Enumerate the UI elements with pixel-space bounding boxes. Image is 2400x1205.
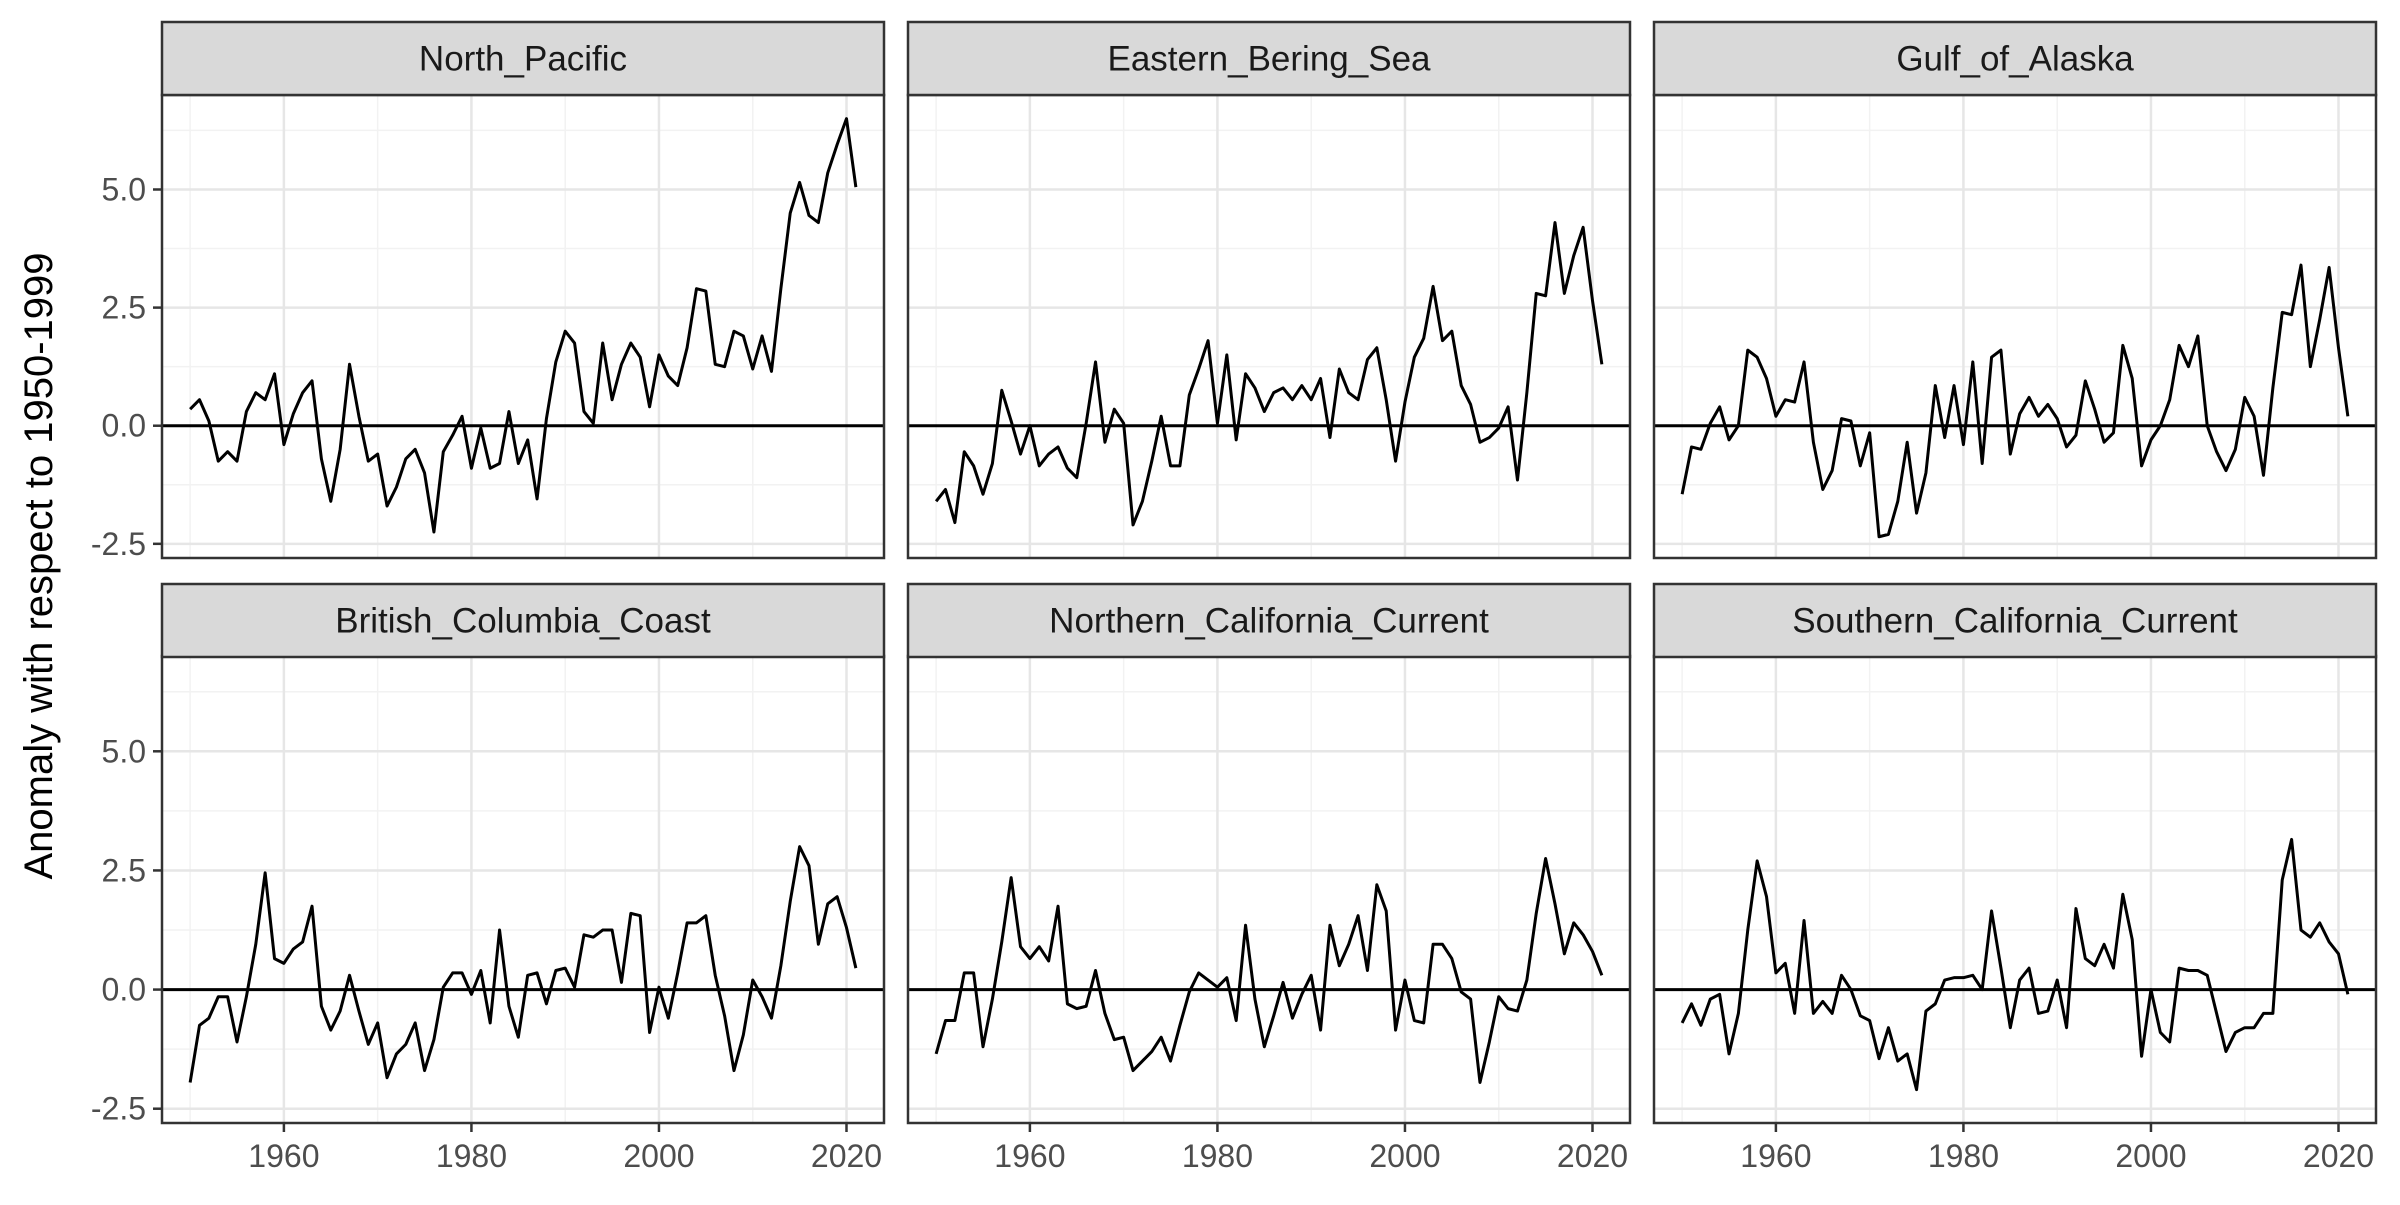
facet-strip-label: North_Pacific xyxy=(419,40,627,79)
y-tick-label: 0.0 xyxy=(102,408,146,444)
facet-strip xyxy=(160,20,886,97)
y-tick-label: 0.0 xyxy=(102,972,146,1008)
facet-strip xyxy=(906,20,1632,97)
panel-eastern-bering-sea: Eastern_Bering_Sea xyxy=(906,20,1632,560)
panel-background xyxy=(1654,656,2376,1123)
x-tick-label: 2000 xyxy=(1369,1138,1440,1174)
panel-british-columbia-coast: British_Columbia_Coast 1960 1980 2000 2020 -2… xyxy=(91,582,886,1174)
series-line xyxy=(188,845,858,1083)
facet-strip-label: Southern_California_Current xyxy=(1792,602,2238,641)
series-line xyxy=(1680,263,2350,539)
y-tick-label: 2.5 xyxy=(102,290,146,326)
facet-strip xyxy=(906,582,1632,659)
series-line xyxy=(934,857,1604,1084)
x-tick-label: 1960 xyxy=(1740,1138,1811,1174)
x-tick-label: 2020 xyxy=(1557,1138,1628,1174)
y-tick-label: -2.5 xyxy=(91,526,146,562)
x-tick-label: 1960 xyxy=(248,1138,319,1174)
panel-background xyxy=(908,656,1630,1123)
panel-background xyxy=(162,656,884,1123)
panel-southern-california-current: Southern_California_Current 1960 1980 2000 2… xyxy=(1652,582,2378,1174)
facet-strip-label: British_Columbia_Coast xyxy=(335,602,711,641)
x-tick-label: 1980 xyxy=(1928,1138,1999,1174)
y-tick-label: 5.0 xyxy=(102,733,146,769)
panel-northern-california-current: Northern_California_Current 1960 1980 2000 2… xyxy=(906,582,1632,1174)
y-tick-label: -2.5 xyxy=(91,1091,146,1127)
series-line xyxy=(189,117,858,534)
x-tick-label: 2000 xyxy=(2115,1138,2186,1174)
facet-strip-label: Northern_California_Current xyxy=(1049,602,1489,641)
facet-strip-label: Gulf_of_Alaska xyxy=(1896,40,2134,79)
facet-strip xyxy=(1652,582,2378,659)
panel-north-pacific: North_Pacific -2.5 0.0 2.5 5.0 xyxy=(91,20,886,562)
y-tick-label: 2.5 xyxy=(102,852,146,888)
series-line xyxy=(1680,837,2350,1092)
y-tick-label: 5.0 xyxy=(102,171,146,207)
facet-strip-label: Eastern_Bering_Sea xyxy=(1108,40,1432,79)
panel-background xyxy=(908,95,1630,558)
y-axis-label: Anomaly with respect to 1950-1999 xyxy=(17,252,61,879)
x-tick-label: 2020 xyxy=(811,1138,882,1174)
x-tick-label: 1960 xyxy=(994,1138,1065,1174)
x-tick-label: 1980 xyxy=(1182,1138,1253,1174)
x-tick-label: 1980 xyxy=(436,1138,507,1174)
panel-background xyxy=(162,95,884,558)
series-line xyxy=(934,221,1604,527)
x-tick-label: 2020 xyxy=(2303,1138,2374,1174)
facet-strip xyxy=(1652,20,2378,97)
panel-gulf-of-alaska: Gulf_of_Alaska xyxy=(1652,20,2378,560)
x-tick-label: 2000 xyxy=(623,1138,694,1174)
facet-strip xyxy=(160,582,886,659)
panel-background xyxy=(1654,95,2376,558)
